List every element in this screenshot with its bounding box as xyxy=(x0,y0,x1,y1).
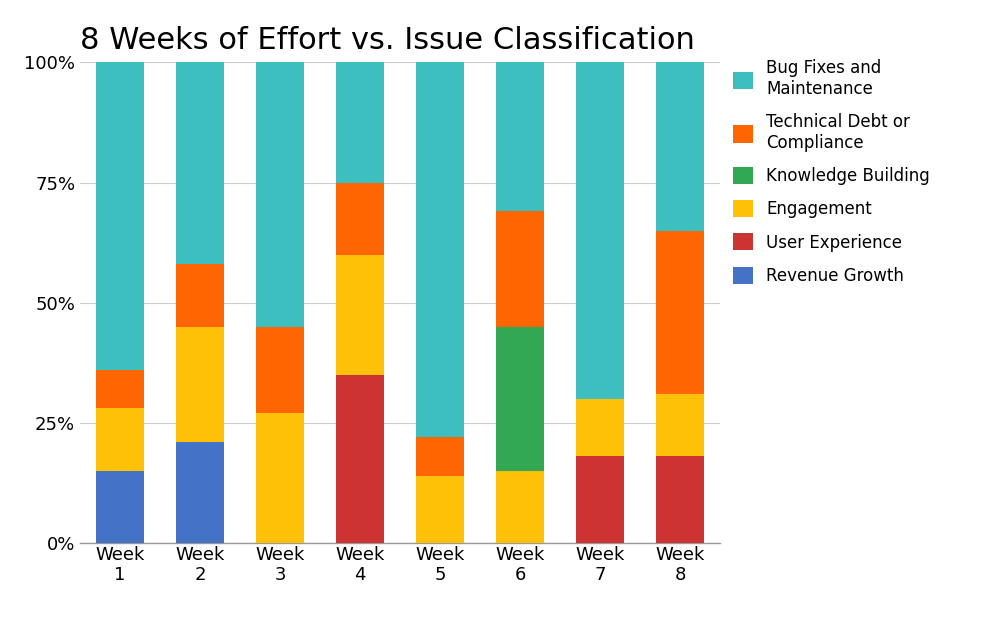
Bar xyxy=(176,62,224,264)
Bar xyxy=(256,327,304,413)
Bar xyxy=(336,374,384,543)
Bar xyxy=(576,62,624,399)
Bar xyxy=(256,62,304,327)
Bar xyxy=(576,399,624,456)
Bar xyxy=(416,475,464,543)
Bar xyxy=(176,264,224,327)
Bar xyxy=(496,327,544,470)
Bar xyxy=(656,456,704,543)
Bar xyxy=(656,62,704,231)
Bar xyxy=(336,182,384,255)
Bar xyxy=(96,62,144,370)
Bar xyxy=(496,62,544,212)
Bar xyxy=(416,62,464,437)
Bar xyxy=(336,62,384,182)
Bar xyxy=(656,394,704,456)
Bar xyxy=(96,470,144,543)
Bar xyxy=(496,212,544,327)
Bar xyxy=(336,255,384,374)
Bar xyxy=(96,408,144,470)
Bar xyxy=(416,437,464,475)
Bar xyxy=(496,470,544,543)
Bar xyxy=(576,456,624,543)
Bar xyxy=(176,442,224,543)
Bar xyxy=(656,231,704,394)
Bar xyxy=(96,370,144,408)
Legend: Bug Fixes and
Maintenance, Technical Debt or
Compliance, Knowledge Building, Eng: Bug Fixes and Maintenance, Technical Deb… xyxy=(726,53,937,291)
Text: 8 Weeks of Effort vs. Issue Classification: 8 Weeks of Effort vs. Issue Classificati… xyxy=(80,26,695,54)
Bar xyxy=(256,413,304,543)
Bar xyxy=(176,327,224,442)
